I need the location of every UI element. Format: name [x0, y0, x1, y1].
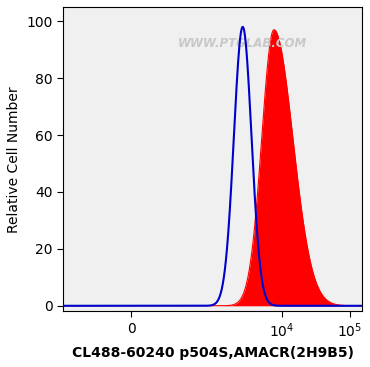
Y-axis label: Relative Cell Number: Relative Cell Number	[7, 86, 21, 233]
Text: WWW.PTGLAB.COM: WWW.PTGLAB.COM	[178, 37, 307, 50]
X-axis label: CL488-60240 p504S,AMACR(2H9B5): CL488-60240 p504S,AMACR(2H9B5)	[72, 346, 354, 360]
